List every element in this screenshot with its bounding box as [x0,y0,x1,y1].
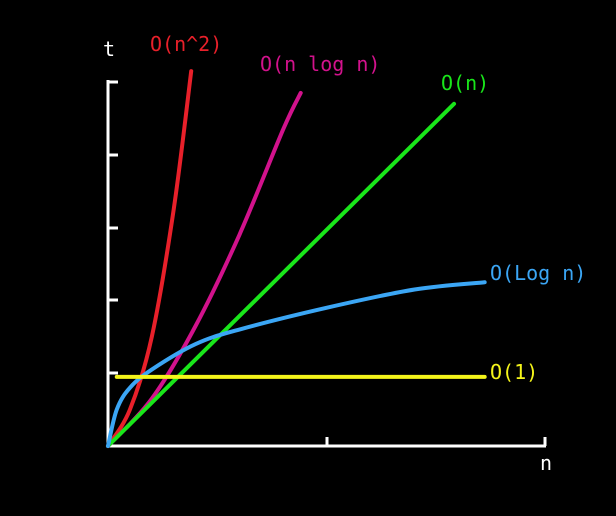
series-line-o-log-n [106,280,487,448]
series-line-o-n [106,101,457,448]
series-lines [106,69,487,448]
series-label-o-n: O(n) [441,71,489,95]
series-label-o-n-log-n: O(n log n) [260,52,380,76]
series-labels: O(n^2) O(n log n) O(n) O(Log n) O(1) [150,32,586,384]
axes: t n [103,37,552,475]
series-label-o-1: O(1) [490,360,538,384]
x-axis-label: n [540,451,552,475]
series-line-o-n-log-n [106,90,303,448]
series-label-o-n-2: O(n^2) [150,32,222,56]
series-label-o-log-n: O(Log n) [490,261,586,285]
y-axis-label: t [103,37,115,61]
series-line-o-n-2 [106,69,194,448]
